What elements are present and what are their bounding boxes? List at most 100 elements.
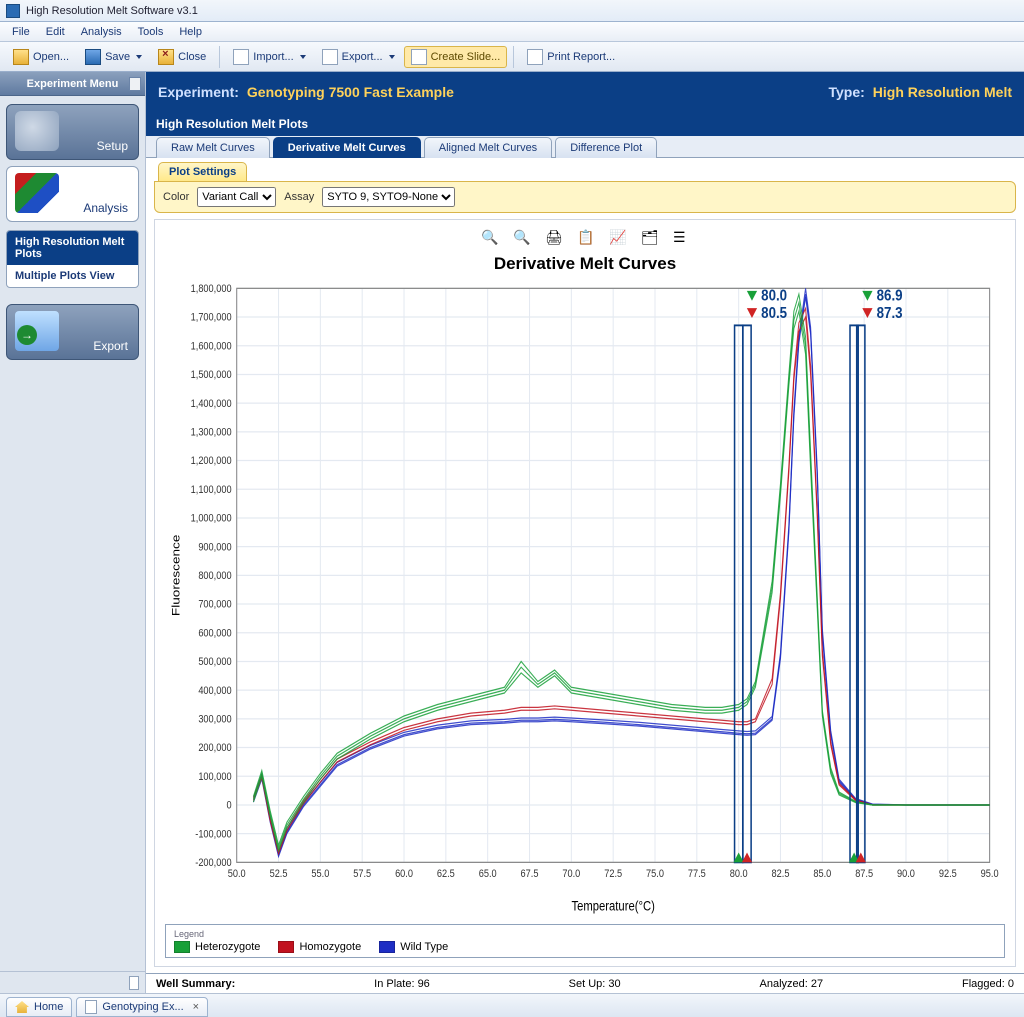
sidebar-expand-button[interactable] — [129, 976, 139, 990]
chart-panel: 🔍 🔍 🖨 📋 📈 🗂 ☰ Derivative Melt Curves -20… — [154, 219, 1016, 967]
svg-text:82.5: 82.5 — [772, 868, 790, 880]
in-plate-value: 96 — [418, 978, 430, 990]
import-button[interactable]: Import... — [226, 46, 312, 68]
menu-file[interactable]: File — [4, 24, 38, 40]
svg-text:60.0: 60.0 — [395, 868, 413, 880]
flagged-label: Flagged: — [962, 978, 1005, 990]
export-button[interactable]: Export... — [315, 46, 402, 68]
set-up-value: 30 — [608, 978, 620, 990]
svg-text:52.5: 52.5 — [270, 868, 288, 880]
svg-text:1,400,000: 1,400,000 — [191, 398, 232, 410]
menu-tools[interactable]: Tools — [130, 24, 172, 40]
sidebar-collapse-button[interactable] — [129, 77, 141, 91]
flagged-value: 0 — [1008, 978, 1014, 990]
svg-text:87.5: 87.5 — [855, 868, 873, 880]
data-icon[interactable]: 🗂 — [640, 228, 658, 246]
well-summary-title: Well Summary: — [156, 978, 235, 990]
legend: Legend HeterozygoteHomozygoteWild Type — [165, 924, 1005, 958]
svg-text:80.0: 80.0 — [761, 288, 787, 305]
svg-text:1,000,000: 1,000,000 — [191, 513, 232, 525]
svg-text:72.5: 72.5 — [604, 868, 622, 880]
copy-icon[interactable]: 📋 — [576, 228, 594, 246]
svg-text:65.0: 65.0 — [479, 868, 497, 880]
save-button[interactable]: Save — [78, 46, 149, 68]
svg-text:57.5: 57.5 — [353, 868, 371, 880]
svg-text:1,800,000: 1,800,000 — [191, 283, 232, 295]
print-report-label: Print Report... — [547, 51, 615, 63]
tab-raw-melt[interactable]: Raw Melt Curves — [156, 137, 270, 158]
svg-text:600,000: 600,000 — [198, 628, 232, 640]
close-button[interactable]: Close — [151, 46, 213, 68]
document-icon — [85, 1000, 97, 1014]
legend-title: Legend — [174, 929, 996, 939]
sidebar-expand-bar — [0, 971, 145, 993]
save-label: Save — [105, 51, 130, 63]
zoom-in-icon[interactable]: 🔍 — [480, 228, 498, 246]
svg-text:Temperature(°C): Temperature(°C) — [571, 899, 654, 914]
svg-text:85.0: 85.0 — [813, 868, 831, 880]
menu-analysis[interactable]: Analysis — [73, 24, 130, 40]
svg-text:500,000: 500,000 — [198, 656, 232, 668]
app-icon — [6, 4, 20, 18]
export-icon — [322, 49, 338, 65]
chart-options-icon[interactable]: 📈 — [608, 228, 626, 246]
export-panel-button[interactable]: Export — [6, 304, 139, 360]
svg-text:90.0: 90.0 — [897, 868, 915, 880]
export-panel-label: Export — [93, 339, 128, 353]
svg-text:1,300,000: 1,300,000 — [191, 427, 232, 439]
sidebar-item-hrm-plots[interactable]: High Resolution Melt Plots — [7, 231, 138, 265]
svg-text:50.0: 50.0 — [228, 868, 246, 880]
legend-icon[interactable]: ☰ — [672, 228, 690, 246]
tab-difference-plot[interactable]: Difference Plot — [555, 137, 657, 158]
svg-text:800,000: 800,000 — [198, 570, 232, 582]
import-icon — [233, 49, 249, 65]
svg-text:92.5: 92.5 — [939, 868, 957, 880]
window-title: High Resolution Melt Software v3.1 — [26, 5, 198, 17]
printer-icon — [527, 49, 543, 65]
folder-open-icon — [13, 49, 29, 65]
svg-text:1,500,000: 1,500,000 — [191, 369, 232, 381]
plot-tabs: Raw Melt Curves Derivative Melt Curves A… — [146, 136, 1024, 158]
toolbar-separator — [219, 46, 220, 68]
tab-aligned-melt[interactable]: Aligned Melt Curves — [424, 137, 552, 158]
home-tab-label: Home — [34, 1001, 63, 1013]
open-button[interactable]: Open... — [6, 46, 76, 68]
tab-derivative-melt[interactable]: Derivative Melt Curves — [273, 137, 421, 158]
analysis-button[interactable]: Analysis — [6, 166, 139, 222]
bottom-tab-document[interactable]: Genotyping Ex... × — [76, 997, 208, 1017]
melt-chart[interactable]: -200,000-100,0000100,000200,000300,00040… — [165, 276, 1005, 918]
import-label: Import... — [253, 51, 293, 63]
experiment-type-label: Type: — [828, 84, 864, 100]
experiment-name: Genotyping 7500 Fast Example — [247, 84, 454, 100]
legend-item: Heterozygote — [174, 941, 260, 953]
sidebar-header: Experiment Menu — [0, 72, 145, 96]
plot-settings-tab[interactable]: Plot Settings — [158, 162, 247, 181]
print-icon[interactable]: 🖨 — [544, 228, 562, 246]
sidebar-item-multiple-plots[interactable]: Multiple Plots View — [7, 265, 138, 287]
zoom-out-icon[interactable]: 🔍 — [512, 228, 530, 246]
create-slide-button[interactable]: Create Slide... — [404, 46, 508, 68]
sidebar-header-label: Experiment Menu — [27, 78, 119, 90]
menu-edit[interactable]: Edit — [38, 24, 73, 40]
svg-text:77.5: 77.5 — [688, 868, 706, 880]
bottom-tab-home[interactable]: Home — [6, 997, 72, 1017]
assay-select[interactable]: SYTO 9, SYTO9-None — [322, 187, 455, 207]
folder-close-icon — [158, 49, 174, 65]
analyzed-value: 27 — [811, 978, 823, 990]
chevron-down-icon — [389, 55, 395, 59]
print-report-button[interactable]: Print Report... — [520, 46, 622, 68]
analyzed-label: Analyzed: — [760, 978, 808, 990]
legend-item: Homozygote — [278, 941, 361, 953]
save-icon — [85, 49, 101, 65]
svg-text:Fluorescence: Fluorescence — [169, 535, 182, 617]
setup-label: Setup — [97, 139, 128, 153]
color-select[interactable]: Variant Call — [197, 187, 276, 207]
close-tab-icon[interactable]: × — [193, 1001, 199, 1013]
svg-text:200,000: 200,000 — [198, 743, 232, 755]
menu-help[interactable]: Help — [171, 24, 210, 40]
svg-text:87.3: 87.3 — [877, 305, 903, 322]
presentation-icon — [411, 49, 427, 65]
setup-icon — [15, 111, 59, 151]
in-plate-label: In Plate: — [374, 978, 414, 990]
setup-button[interactable]: Setup — [6, 104, 139, 160]
